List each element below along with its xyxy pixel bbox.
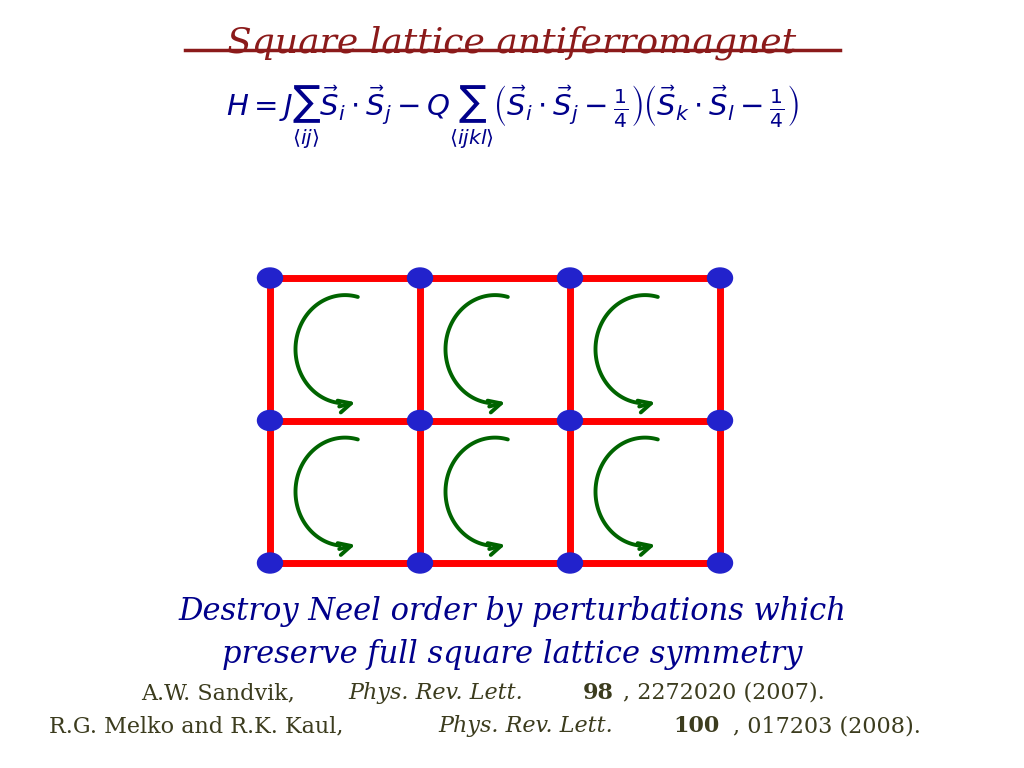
Ellipse shape [257,268,283,288]
Text: Square lattice antiferromagnet: Square lattice antiferromagnet [227,26,797,61]
Text: $H = J\sum_{\langle ij \rangle} \vec{S}_i \cdot \vec{S}_j - Q\sum_{\langle ijkl : $H = J\sum_{\langle ij \rangle} \vec{S}_… [225,83,799,151]
Ellipse shape [557,268,583,288]
Text: , 2272020 (2007).: , 2272020 (2007). [623,682,824,704]
Ellipse shape [408,268,432,288]
Text: , 017203 (2008).: , 017203 (2008). [732,715,921,737]
Text: R.G. Melko and R.K. Kaul,: R.G. Melko and R.K. Kaul, [49,715,350,737]
Text: 100: 100 [673,715,719,737]
Text: Phys. Rev. Lett.: Phys. Rev. Lett. [348,682,530,704]
Ellipse shape [557,553,583,573]
Ellipse shape [408,553,432,573]
Ellipse shape [257,411,283,431]
Ellipse shape [257,553,283,573]
Ellipse shape [708,553,732,573]
Ellipse shape [408,411,432,431]
Text: Destroy Neel order by perturbations which
preserve full square lattice symmetry: Destroy Neel order by perturbations whic… [178,596,846,670]
Text: 98: 98 [583,682,614,704]
Text: A.W. Sandvik,: A.W. Sandvik, [140,682,302,704]
Ellipse shape [557,411,583,431]
Text: Phys. Rev. Lett.: Phys. Rev. Lett. [438,715,621,737]
Ellipse shape [708,411,732,431]
Ellipse shape [708,268,732,288]
